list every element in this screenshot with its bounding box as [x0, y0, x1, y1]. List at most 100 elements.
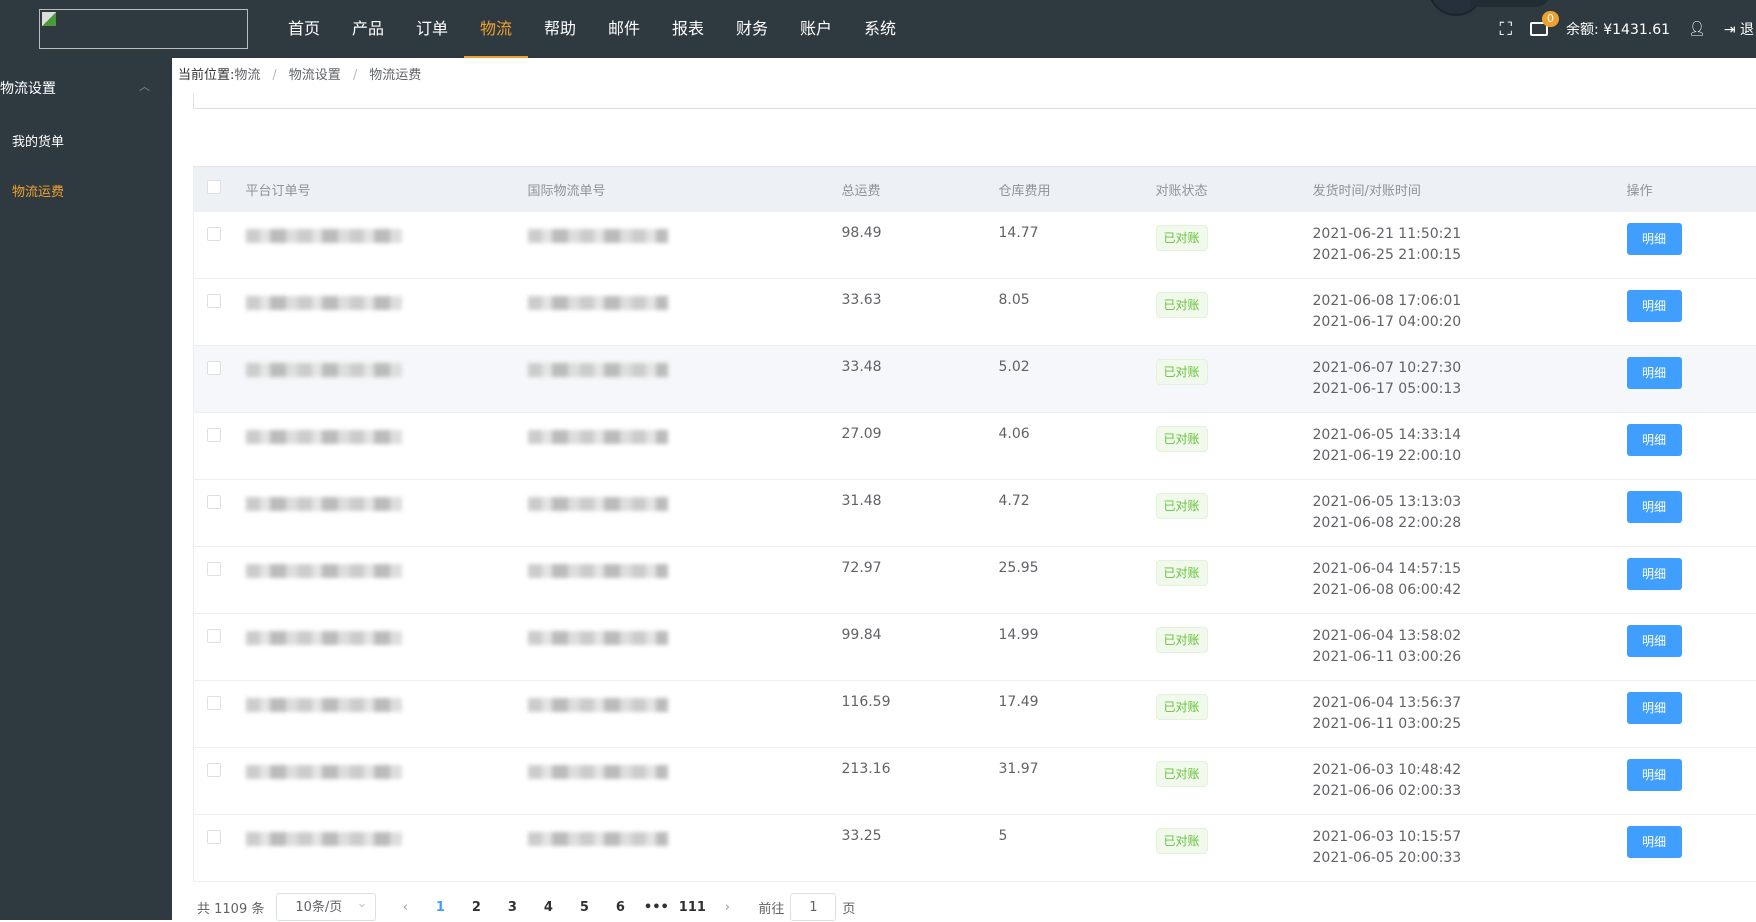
- order-no-redacted: [246, 296, 402, 310]
- row-checkbox[interactable]: [207, 495, 221, 509]
- row-checkbox[interactable]: [207, 763, 221, 777]
- mail-icon[interactable]: 0: [1530, 22, 1548, 36]
- row-checkbox[interactable]: [207, 830, 221, 844]
- detail-button[interactable]: 明细: [1627, 290, 1682, 322]
- prev-page-icon[interactable]: ‹: [388, 900, 422, 915]
- divider: [193, 108, 1756, 109]
- page-number[interactable]: 6: [602, 900, 638, 915]
- sidebar-item-shipping-fees[interactable]: 物流运费: [12, 181, 64, 200]
- breadcrumb-prefix: 当前位置:: [178, 68, 234, 83]
- recon-time: 2021-06-17 04:00:20: [1313, 311, 1627, 334]
- nav-item[interactable]: 首页: [272, 0, 336, 58]
- nav-item[interactable]: 物流: [464, 0, 528, 58]
- order-no-redacted: [246, 631, 402, 645]
- detail-button[interactable]: 明细: [1627, 424, 1682, 456]
- logo-image[interactable]: [39, 9, 248, 49]
- balance-label: 余额:: [1566, 22, 1599, 38]
- ship-time: 2021-06-21 11:50:21: [1313, 223, 1627, 246]
- row-checkbox[interactable]: [207, 227, 221, 241]
- row-checkbox[interactable]: [207, 428, 221, 442]
- total-fee: 72.97: [842, 547, 999, 614]
- detail-button[interactable]: 明细: [1627, 223, 1682, 255]
- detail-button[interactable]: 明细: [1627, 558, 1682, 590]
- nav-item[interactable]: 账户: [784, 0, 848, 58]
- total-fee: 33.48: [842, 346, 999, 413]
- page-number[interactable]: •••: [638, 900, 674, 915]
- status-badge: 已对账: [1156, 426, 1208, 452]
- detail-button[interactable]: 明细: [1627, 491, 1682, 523]
- row-checkbox[interactable]: [207, 562, 221, 576]
- breadcrumb-item: 物流运费: [369, 68, 421, 83]
- sidebar-group-logistics-settings[interactable]: 物流设置︿: [0, 78, 150, 98]
- page-number[interactable]: 5: [566, 900, 602, 915]
- sidebar: 物流设置︿ 我的货单 物流运费: [0, 58, 172, 920]
- total-fee: 98.49: [842, 212, 999, 279]
- detail-button[interactable]: 明细: [1627, 357, 1682, 389]
- sidebar-item-my-bills[interactable]: 我的货单: [12, 131, 64, 150]
- total-fee: 116.59: [842, 681, 999, 748]
- detail-button[interactable]: 明细: [1627, 625, 1682, 657]
- nav-item[interactable]: 系统: [848, 0, 912, 58]
- page-number[interactable]: 4: [530, 900, 566, 915]
- nav-item[interactable]: 订单: [400, 0, 464, 58]
- page-size-select[interactable]: 10条/页: [276, 893, 376, 921]
- breadcrumb-item[interactable]: 物流设置: [289, 68, 341, 83]
- logout-label: 退: [1740, 22, 1754, 38]
- nav-item[interactable]: 邮件: [592, 0, 656, 58]
- row-checkbox[interactable]: [207, 696, 221, 710]
- goto-page-input[interactable]: 1: [790, 893, 836, 921]
- tracking-no-redacted: [528, 229, 668, 243]
- logout-button[interactable]: ⇥ 退: [1724, 19, 1754, 39]
- status-badge: 已对账: [1156, 493, 1208, 519]
- header-right: ⛶ 0 余额: ¥1431.61 👤︎ ⇥ 退: [1499, 0, 1756, 58]
- tracking-no-redacted: [528, 832, 668, 846]
- tracking-no-redacted: [528, 698, 668, 712]
- ship-time: 2021-06-04 14:57:15: [1313, 558, 1627, 581]
- detail-button[interactable]: 明细: [1627, 759, 1682, 791]
- page-number[interactable]: 111: [674, 900, 710, 915]
- top-bar: 首页产品订单物流帮助邮件报表财务账户系统 ⛶ 0 余额: ¥1431.61 👤︎…: [0, 0, 1756, 58]
- nav-item[interactable]: 帮助: [528, 0, 592, 58]
- recon-time: 2021-06-05 20:00:33: [1313, 847, 1627, 870]
- nav-item[interactable]: 财务: [720, 0, 784, 58]
- recon-time: 2021-06-19 22:00:10: [1313, 445, 1627, 468]
- warehouse-fee: 25.95: [999, 547, 1156, 614]
- nav-item[interactable]: 报表: [656, 0, 720, 58]
- tracking-no-redacted: [528, 765, 668, 779]
- select-all-checkbox[interactable]: [207, 180, 221, 194]
- row-checkbox[interactable]: [207, 294, 221, 308]
- ship-time: 2021-06-04 13:58:02: [1313, 625, 1627, 648]
- ship-time: 2021-06-08 17:06:01: [1313, 290, 1627, 313]
- page-number[interactable]: 3: [494, 900, 530, 915]
- page-number[interactable]: 2: [458, 900, 494, 915]
- total-fee: 31.48: [842, 480, 999, 547]
- breadcrumb-item[interactable]: 物流: [234, 68, 260, 83]
- recon-time: 2021-06-17 05:00:13: [1313, 378, 1627, 401]
- broken-image-icon: [42, 12, 56, 26]
- tracking-no-redacted: [528, 497, 668, 511]
- col-action: 操作: [1627, 167, 1756, 212]
- detail-button[interactable]: 明细: [1627, 692, 1682, 724]
- user-icon[interactable]: 👤︎: [1688, 21, 1706, 37]
- tracking-no-redacted: [528, 430, 668, 444]
- status-badge: 已对账: [1156, 292, 1208, 318]
- next-page-icon[interactable]: ›: [710, 900, 744, 915]
- row-checkbox[interactable]: [207, 361, 221, 375]
- ship-time: 2021-06-05 13:13:03: [1313, 491, 1627, 514]
- detail-button[interactable]: 明细: [1627, 826, 1682, 858]
- nav-item[interactable]: 产品: [336, 0, 400, 58]
- chevron-up-icon: ︿: [139, 78, 150, 98]
- status-badge: 已对账: [1156, 694, 1208, 720]
- fullscreen-icon[interactable]: ⛶: [1499, 19, 1512, 40]
- warehouse-fee: 8.05: [999, 279, 1156, 346]
- page-number[interactable]: 1: [422, 900, 458, 915]
- order-no-redacted: [246, 564, 402, 578]
- row-checkbox[interactable]: [207, 629, 221, 643]
